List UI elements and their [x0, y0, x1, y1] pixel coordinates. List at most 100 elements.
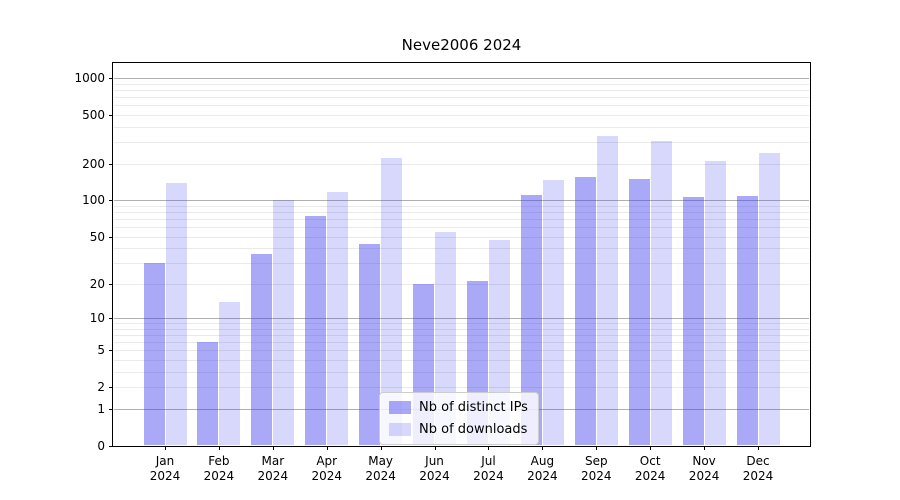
y-tick-label: 20 [89, 276, 105, 291]
gridline-minor [114, 211, 809, 213]
bar-downloads [273, 200, 295, 446]
bar-distinct-ips [736, 196, 758, 446]
y-tick-label: 1000 [74, 71, 105, 86]
gridline-minor [114, 163, 809, 165]
x-tick-label: Dec 2024 [742, 453, 774, 484]
legend-label-distinct-ips: Nb of distinct IPs [419, 400, 528, 415]
gridline-minor [114, 83, 809, 85]
bar-downloads [704, 161, 726, 446]
y-tick-label: 2 [97, 380, 105, 395]
legend-item-distinct-ips: Nb of distinct IPs [389, 400, 528, 415]
gridline-minor [114, 90, 809, 92]
x-tick-label: Nov 2024 [688, 453, 720, 484]
bar-downloads [758, 153, 780, 446]
x-tick-label: Apr 2024 [311, 453, 342, 484]
gridline-minor [114, 227, 809, 229]
gridline-minor [114, 342, 809, 344]
gridline-minor [114, 335, 809, 336]
gridline-minor [114, 248, 809, 250]
gridline-minor [114, 142, 809, 144]
y-tick-label: 0 [97, 438, 105, 453]
x-tick-label: May 2024 [365, 453, 396, 484]
y-tick-mark [109, 236, 113, 238]
gridline-minor [114, 115, 809, 117]
bar-distinct-ips [359, 244, 381, 446]
x-tick-label: Mar 2024 [257, 453, 289, 484]
gridline-minor [114, 328, 809, 330]
gridline-major [114, 78, 809, 80]
x-tick-mark [542, 446, 544, 450]
gridline-major [114, 200, 809, 202]
y-tick-mark [109, 200, 113, 202]
gridline-minor [114, 236, 809, 238]
gridline-minor [114, 105, 809, 107]
y-tick-mark [109, 115, 113, 117]
y-tick-label: 1 [97, 401, 105, 416]
bar-downloads [165, 182, 187, 446]
gridline-minor [114, 205, 809, 207]
y-tick-mark [109, 387, 113, 389]
x-tick-mark [758, 446, 759, 450]
y-tick-label: 100 [82, 193, 105, 208]
x-tick-mark [434, 446, 436, 450]
x-tick-mark [218, 446, 220, 450]
y-tick-label: 500 [82, 108, 105, 123]
legend-swatch-downloads [389, 423, 411, 436]
x-tick-mark [650, 446, 652, 450]
x-tick-label: Jun 2024 [419, 453, 450, 484]
gridline-minor [114, 126, 809, 128]
y-tick-mark [109, 283, 113, 285]
legend: Nb of distinct IPs Nb of downloads [379, 392, 539, 445]
x-tick-label: Oct 2024 [634, 453, 666, 484]
x-tick-label: Aug 2024 [527, 453, 558, 484]
bar-distinct-ips [520, 195, 542, 446]
legend-item-downloads: Nb of downloads [389, 422, 528, 437]
y-tick-mark [109, 350, 113, 352]
bar-downloads [542, 180, 564, 446]
bar-distinct-ips [251, 253, 273, 446]
bar-distinct-ips [682, 196, 704, 446]
y-tick-mark [109, 163, 113, 165]
x-tick-mark [488, 446, 490, 450]
bar-downloads [650, 141, 672, 446]
gridline-minor [114, 359, 809, 361]
bar-downloads [219, 301, 241, 446]
x-tick-label: Jan 2024 [149, 453, 181, 484]
y-tick-label: 5 [97, 343, 105, 358]
bar-distinct-ips [305, 216, 327, 446]
gridline-major [114, 318, 809, 320]
gridline-minor [114, 283, 809, 285]
gridline-minor [114, 323, 809, 325]
x-tick-label: Sep 2024 [580, 453, 612, 484]
x-tick-mark [596, 446, 598, 450]
bar-downloads [327, 191, 349, 446]
legend-label-downloads: Nb of downloads [419, 422, 528, 437]
bar-distinct-ips [574, 176, 596, 446]
gridline-minor [114, 387, 809, 389]
y-tick-label: 200 [82, 156, 105, 171]
gridline-minor [114, 263, 809, 265]
chart-title: Neve2006 2024 [401, 36, 522, 54]
x-tick-label: Feb 2024 [203, 453, 235, 484]
gridline-minor [114, 97, 809, 99]
gridline-minor [114, 218, 809, 220]
x-tick-mark [704, 446, 706, 450]
legend-swatch-distinct-ips [389, 401, 411, 414]
x-tick-mark [380, 446, 382, 450]
bar-distinct-ips [143, 263, 165, 446]
x-tick-mark [326, 446, 328, 450]
y-tick-mark [109, 445, 113, 447]
y-tick-label: 10 [89, 311, 105, 326]
y-tick-mark [109, 408, 113, 410]
gridline-minor [114, 371, 809, 373]
bar-downloads [596, 135, 618, 446]
bar-downloads [381, 158, 403, 446]
y-tick-mark [109, 318, 113, 320]
x-tick-mark [165, 446, 166, 450]
y-tick-mark [109, 78, 113, 80]
gridline-minor [114, 350, 809, 352]
y-tick-label: 50 [89, 229, 105, 244]
x-tick-label: Jul 2024 [473, 453, 504, 484]
x-tick-mark [272, 446, 274, 450]
